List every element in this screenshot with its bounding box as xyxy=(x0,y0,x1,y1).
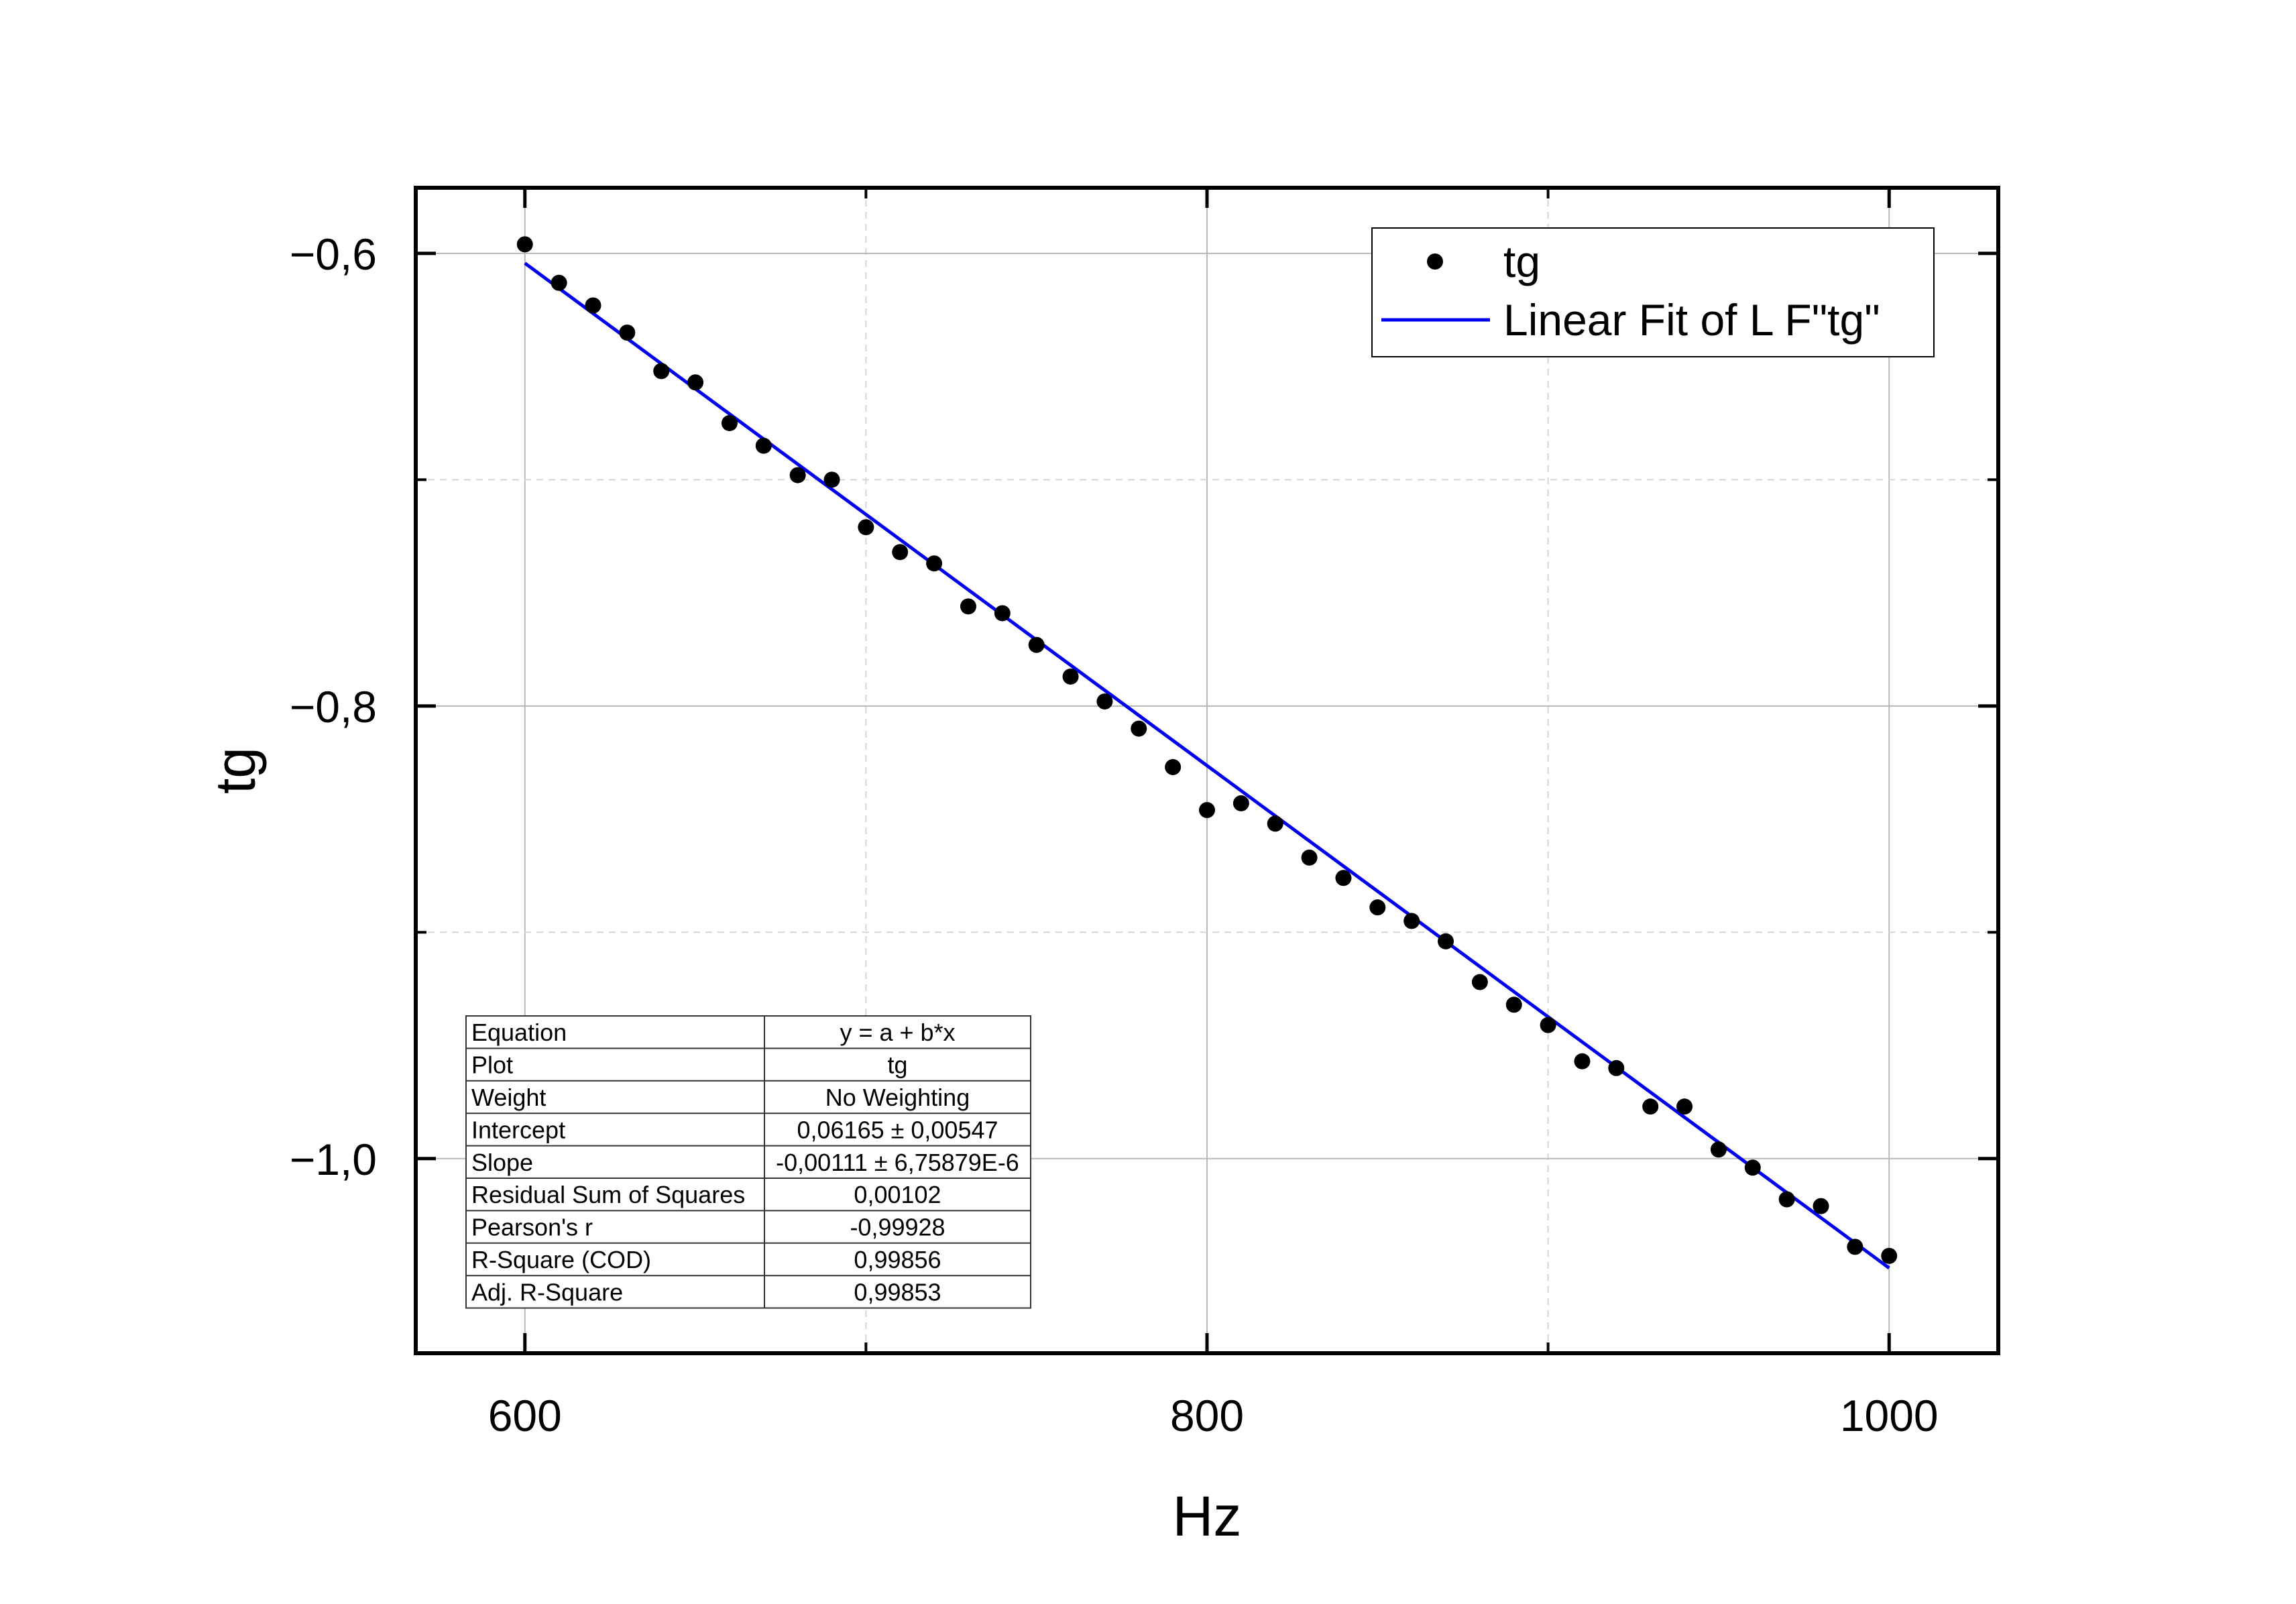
table-row-label: Intercept xyxy=(471,1116,565,1143)
data-point xyxy=(619,324,636,341)
table-row-value: 0,00102 xyxy=(854,1181,941,1208)
x-tick-label: 600 xyxy=(488,1391,562,1440)
data-point xyxy=(858,519,874,536)
data-point xyxy=(1096,693,1113,710)
data-point xyxy=(721,414,738,431)
data-point xyxy=(1131,720,1147,737)
data-point xyxy=(1881,1247,1898,1264)
data-point xyxy=(551,274,567,291)
data-point xyxy=(823,471,840,488)
table-row-label: Plot xyxy=(471,1051,513,1079)
data-point xyxy=(1676,1098,1693,1115)
data-point xyxy=(789,467,806,483)
data-point xyxy=(926,555,943,572)
data-point xyxy=(1199,802,1215,819)
x-tick-label: 1000 xyxy=(1840,1391,1939,1440)
data-point xyxy=(1403,913,1420,929)
legend-label-tg: tg xyxy=(1503,237,1540,286)
fit-line xyxy=(524,262,1890,1269)
data-point xyxy=(1062,668,1079,685)
data-point xyxy=(1028,636,1045,653)
data-point xyxy=(1744,1159,1761,1176)
legend: tg Linear Fit of L F"tg" xyxy=(1371,227,1935,357)
data-point xyxy=(1267,815,1283,832)
data-point xyxy=(1301,849,1318,866)
table-row-value: 0,99856 xyxy=(854,1246,941,1273)
x-tick-label: 800 xyxy=(1170,1391,1244,1440)
table-row-label: Adj. R-Square xyxy=(471,1278,623,1306)
data-point xyxy=(1505,996,1522,1013)
data-points xyxy=(516,236,1898,1264)
data-point xyxy=(1608,1059,1625,1076)
fit-results-table: Equation y = a + b*x Plot tg Weight No Weight… xyxy=(465,1015,1031,1309)
table-border xyxy=(465,1015,1031,1309)
y-tick-label: −1,0 xyxy=(290,1135,377,1184)
data-point xyxy=(1710,1141,1727,1158)
table-row-value: tg xyxy=(887,1051,907,1079)
data-point xyxy=(1847,1239,1863,1255)
axis-ticks: 600 800 1000 −0,6 −0,8 −1,0 xyxy=(290,188,1998,1440)
data-point xyxy=(1165,758,1182,775)
data-point xyxy=(585,297,601,314)
data-point xyxy=(1813,1198,1829,1214)
data-point xyxy=(1778,1191,1795,1208)
data-point xyxy=(1232,795,1249,811)
legend-box xyxy=(1371,227,1935,357)
data-point xyxy=(1369,899,1386,916)
y-tick-label: −0,8 xyxy=(290,682,377,732)
table-row-label: Slope xyxy=(471,1149,533,1176)
table-row-label: Residual Sum of Squares xyxy=(471,1181,745,1208)
fit-line-layer xyxy=(524,262,1890,1269)
x-axis-title: Hz xyxy=(1173,1485,1242,1548)
data-point xyxy=(755,437,772,454)
data-point xyxy=(1540,1017,1556,1033)
table-row-value: y = a + b*x xyxy=(840,1019,955,1046)
grid xyxy=(416,188,1998,1353)
data-point xyxy=(960,598,976,615)
table-row-value: 0,06165 ± 0,00547 xyxy=(797,1116,998,1143)
data-point xyxy=(687,374,704,391)
data-point xyxy=(516,236,533,253)
table-row-label: Weight xyxy=(471,1084,546,1111)
data-point xyxy=(1642,1098,1659,1115)
data-point xyxy=(1335,870,1352,886)
table-row-label: Pearson's r xyxy=(471,1214,593,1241)
table-row-value: -0,99928 xyxy=(850,1214,945,1241)
table-row-label: Equation xyxy=(471,1019,567,1046)
y-axis-title: tg xyxy=(204,747,267,794)
y-tick-label: −0,6 xyxy=(290,229,377,279)
data-point xyxy=(1471,974,1488,990)
data-point xyxy=(994,605,1011,622)
data-point xyxy=(1574,1053,1591,1070)
table-row-label: R-Square (COD) xyxy=(471,1246,651,1273)
legend-marker-scatter xyxy=(1427,253,1443,270)
table-row-value: -0,00111 ± 6,75879E-6 xyxy=(776,1149,1019,1176)
legend-label-fit: Linear Fit of L F"tg" xyxy=(1503,295,1880,345)
table-row-value: No Weighting xyxy=(825,1084,970,1111)
data-point xyxy=(892,544,909,561)
data-point xyxy=(1438,933,1454,950)
data-point xyxy=(653,363,670,380)
table-row-value: 0,99853 xyxy=(854,1278,941,1306)
